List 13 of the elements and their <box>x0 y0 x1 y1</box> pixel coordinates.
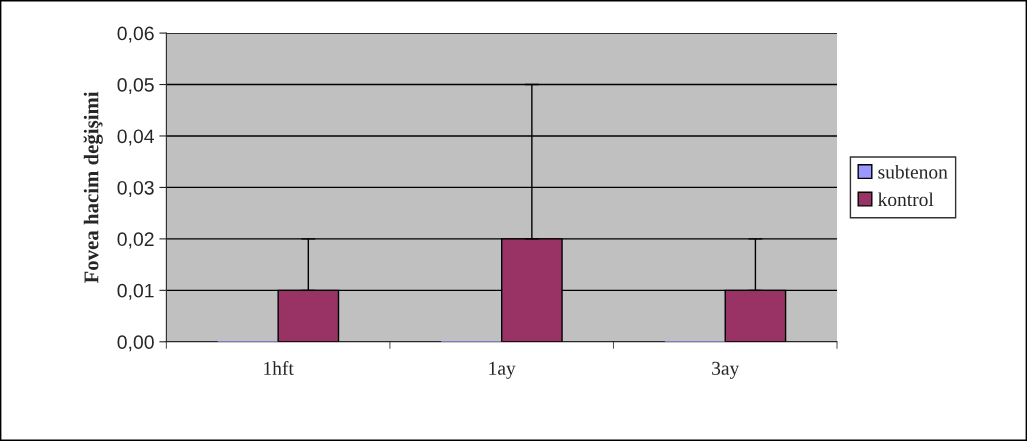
legend-label: subtenon <box>878 164 948 179</box>
legend-label: kontrol <box>878 192 934 207</box>
y-tick-label: 0,01 <box>117 283 154 300</box>
y-tick-label: 0,02 <box>117 232 154 249</box>
y-axis-title: Fovea hacim değişimi <box>83 91 103 284</box>
y-tick-label: 0,06 <box>117 26 154 43</box>
x-tick-label: 1ay <box>489 361 516 379</box>
y-tick-label: 0,04 <box>117 129 154 146</box>
y-tick-label: 0,05 <box>117 77 154 95</box>
y-tick-label: 0,00 <box>117 335 154 352</box>
y-tick-label: 0,03 <box>117 180 154 197</box>
x-tick-label: 1hft <box>264 361 294 375</box>
x-tick-label: 3ay <box>712 361 740 379</box>
